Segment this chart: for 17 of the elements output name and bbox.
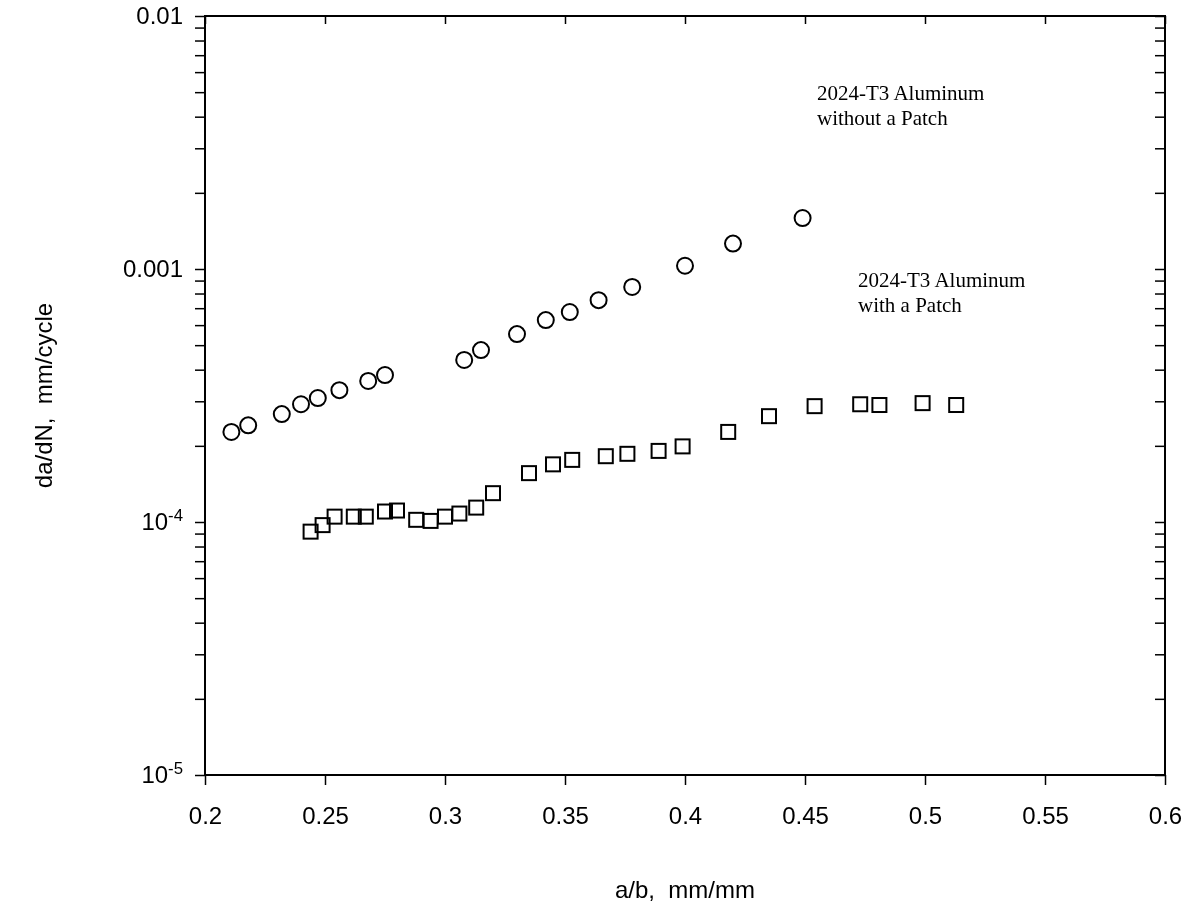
- x-tick-label: 0.5: [908, 802, 943, 830]
- x-tick-label: 0.6: [1148, 802, 1183, 830]
- x-axis-title: a/b, mm/mm: [614, 876, 756, 903]
- x-tick-label: 0.55: [1022, 802, 1069, 830]
- y-tick-label: 10$^{-4}$: [141, 505, 183, 536]
- x-tick-label: 0.2: [188, 802, 223, 830]
- x-tick-label: 0.25: [302, 802, 349, 830]
- x-tick-label: 0.35: [542, 802, 589, 830]
- y-tick-label: 0.001: [122, 255, 183, 283]
- y-tick-label: 0.01: [136, 2, 183, 30]
- y-axis-title: da/dN, mm/cycle: [30, 302, 57, 489]
- x-tick-label: 0.3: [428, 802, 463, 830]
- annotation: 2024-T3 Aluminum with a Patch: [858, 268, 1026, 317]
- x-tick-label: 0.4: [668, 802, 703, 830]
- x-tick-label: 0.45: [782, 802, 829, 830]
- y-tick-label: 10$^{-5}$: [141, 758, 183, 789]
- annotation: 2024-T3 Aluminum without a Patch: [817, 81, 985, 130]
